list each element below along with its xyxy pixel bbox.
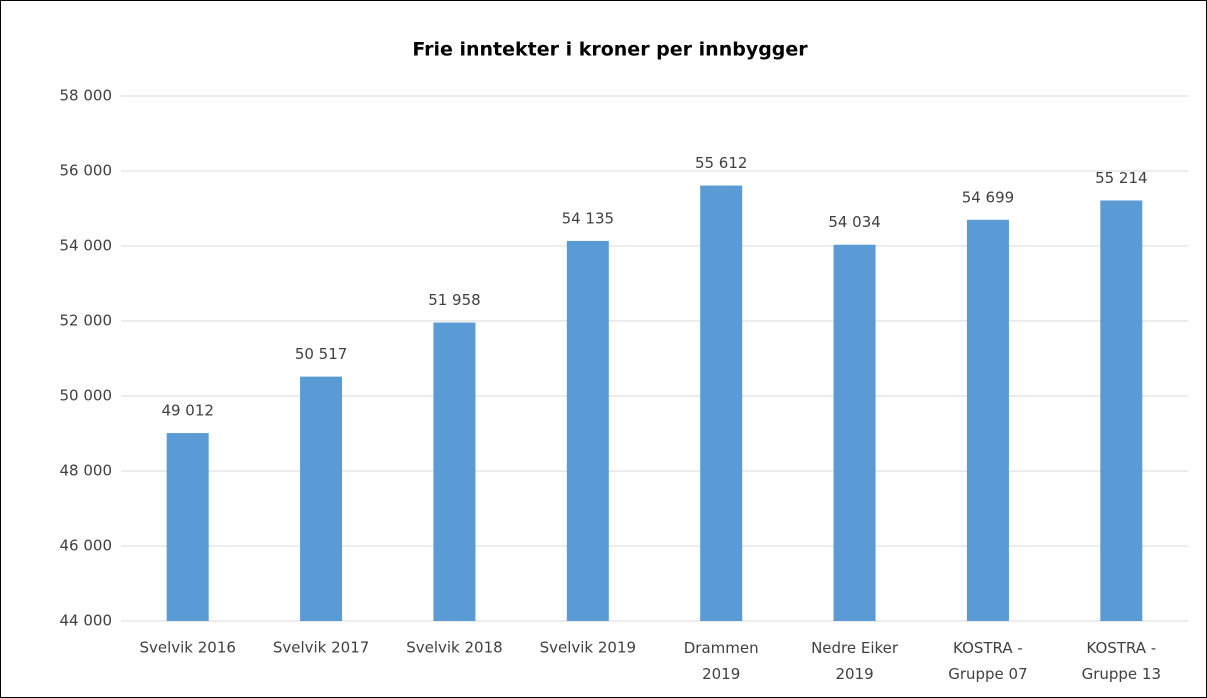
bar <box>700 185 743 622</box>
data-label: 55 214 <box>1095 169 1148 187</box>
x-tick-label: KOSTRA -Gruppe 13 <box>1082 639 1161 683</box>
data-label: 49 012 <box>161 402 214 420</box>
bar <box>166 433 209 621</box>
y-tick-label: 50 000 <box>60 387 113 405</box>
data-label: 51 958 <box>428 291 481 309</box>
bar <box>433 322 476 621</box>
y-tick-label: 58 000 <box>60 87 113 105</box>
data-label: 54 034 <box>828 213 881 231</box>
x-tick-label: KOSTRA -Gruppe 07 <box>948 639 1027 683</box>
x-tick-label: Nedre Eiker 2019 <box>811 639 899 683</box>
bar <box>833 244 876 621</box>
bar <box>966 219 1009 621</box>
y-tick-label: 56 000 <box>60 162 113 180</box>
x-tick-label: Svelvik 2017 <box>273 639 369 657</box>
y-tick-label: 52 000 <box>60 312 113 330</box>
x-tick-label: Svelvik 2018 <box>406 639 502 657</box>
x-tick-label: Drammen 2019 <box>684 639 759 683</box>
bar <box>300 376 343 621</box>
bar <box>566 240 609 621</box>
x-tick-label: Svelvik 2019 <box>540 639 636 657</box>
chart-title: Frie inntekter i kroner per innbygger <box>412 39 808 61</box>
x-tick-label: Svelvik 2016 <box>139 639 235 657</box>
y-tick-label: 46 000 <box>60 537 113 555</box>
data-label: 50 517 <box>295 345 348 363</box>
y-tick-label: 44 000 <box>60 612 113 630</box>
y-tick-label: 48 000 <box>60 462 113 480</box>
data-label: 54 699 <box>962 188 1015 206</box>
data-label: 54 135 <box>562 209 615 227</box>
y-tick-label: 54 000 <box>60 237 113 255</box>
data-label: 55 612 <box>695 154 748 172</box>
bar <box>1100 200 1143 621</box>
